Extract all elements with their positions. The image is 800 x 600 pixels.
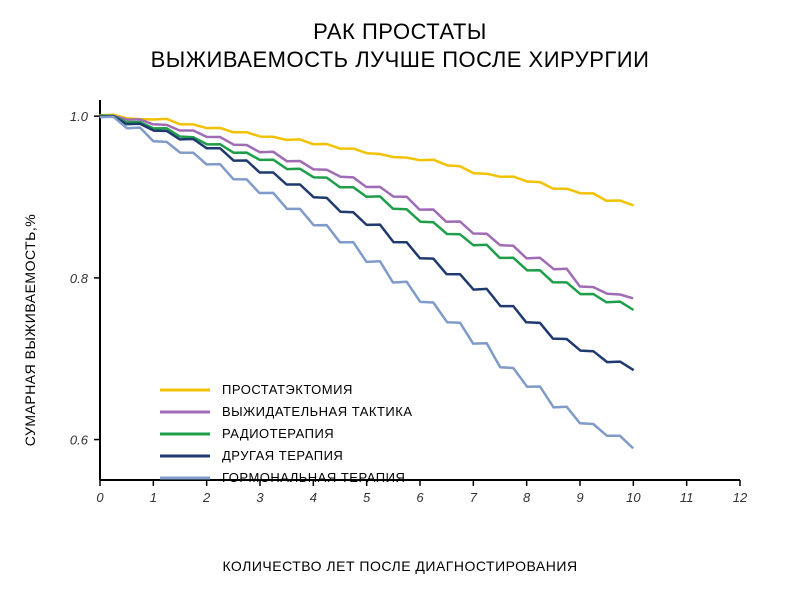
x-tick-label: 8 xyxy=(523,490,531,505)
series-line xyxy=(99,115,633,206)
series-line xyxy=(100,116,633,310)
y-axis-label: СУМАРНАЯ ВЫЖИВАЕМОСТЬ,% xyxy=(22,214,38,446)
series-line xyxy=(100,116,633,298)
x-tick-label: 10 xyxy=(626,490,641,505)
x-tick-label: 6 xyxy=(416,490,424,505)
survival-chart: СУМАРНАЯ ВЫЖИВАЕМОСТЬ,% 0.60.81.00123456… xyxy=(40,90,760,570)
x-tick-label: 11 xyxy=(680,490,694,505)
x-tick-label: 9 xyxy=(576,490,583,505)
legend-label: ДРУГАЯ ТЕРАПИЯ xyxy=(222,448,343,463)
legend-label: РАДИОТЕРАПИЯ xyxy=(222,426,334,441)
y-tick-label: 0.6 xyxy=(70,433,89,448)
legend-label: ГОРМОНАЛЬНАЯ ТЕРАПИЯ xyxy=(222,470,405,485)
x-tick-label: 3 xyxy=(256,490,264,505)
title-line-1: РАК ПРОСТАТЫ xyxy=(0,18,800,46)
legend-label: ВЫЖИДАТЕЛЬНАЯ ТАКТИКА xyxy=(222,404,413,419)
x-tick-label: 2 xyxy=(202,490,211,505)
x-tick-label: 0 xyxy=(96,490,104,505)
y-tick-label: 1.0 xyxy=(70,109,89,124)
x-tick-label: 5 xyxy=(363,490,371,505)
x-tick-label: 12 xyxy=(733,490,748,505)
x-tick-label: 4 xyxy=(310,490,317,505)
chart-canvas: 0.60.81.00123456789101112ПРОСТАТЭКТОМИЯВ… xyxy=(40,90,760,530)
y-tick-label: 0.8 xyxy=(70,271,89,286)
legend-label: ПРОСТАТЭКТОМИЯ xyxy=(222,382,353,397)
x-tick-label: 7 xyxy=(470,490,478,505)
x-tick-label: 1 xyxy=(150,490,157,505)
title-line-2: ВЫЖИВАЕМОСТЬ ЛУЧШЕ ПОСЛЕ ХИРУРГИИ xyxy=(0,46,800,74)
chart-title: РАК ПРОСТАТЫ ВЫЖИВАЕМОСТЬ ЛУЧШЕ ПОСЛЕ ХИ… xyxy=(0,0,800,73)
x-axis-label: КОЛИЧЕСТВО ЛЕТ ПОСЛЕ ДИАГНОСТИРОВАНИЯ xyxy=(222,558,577,574)
